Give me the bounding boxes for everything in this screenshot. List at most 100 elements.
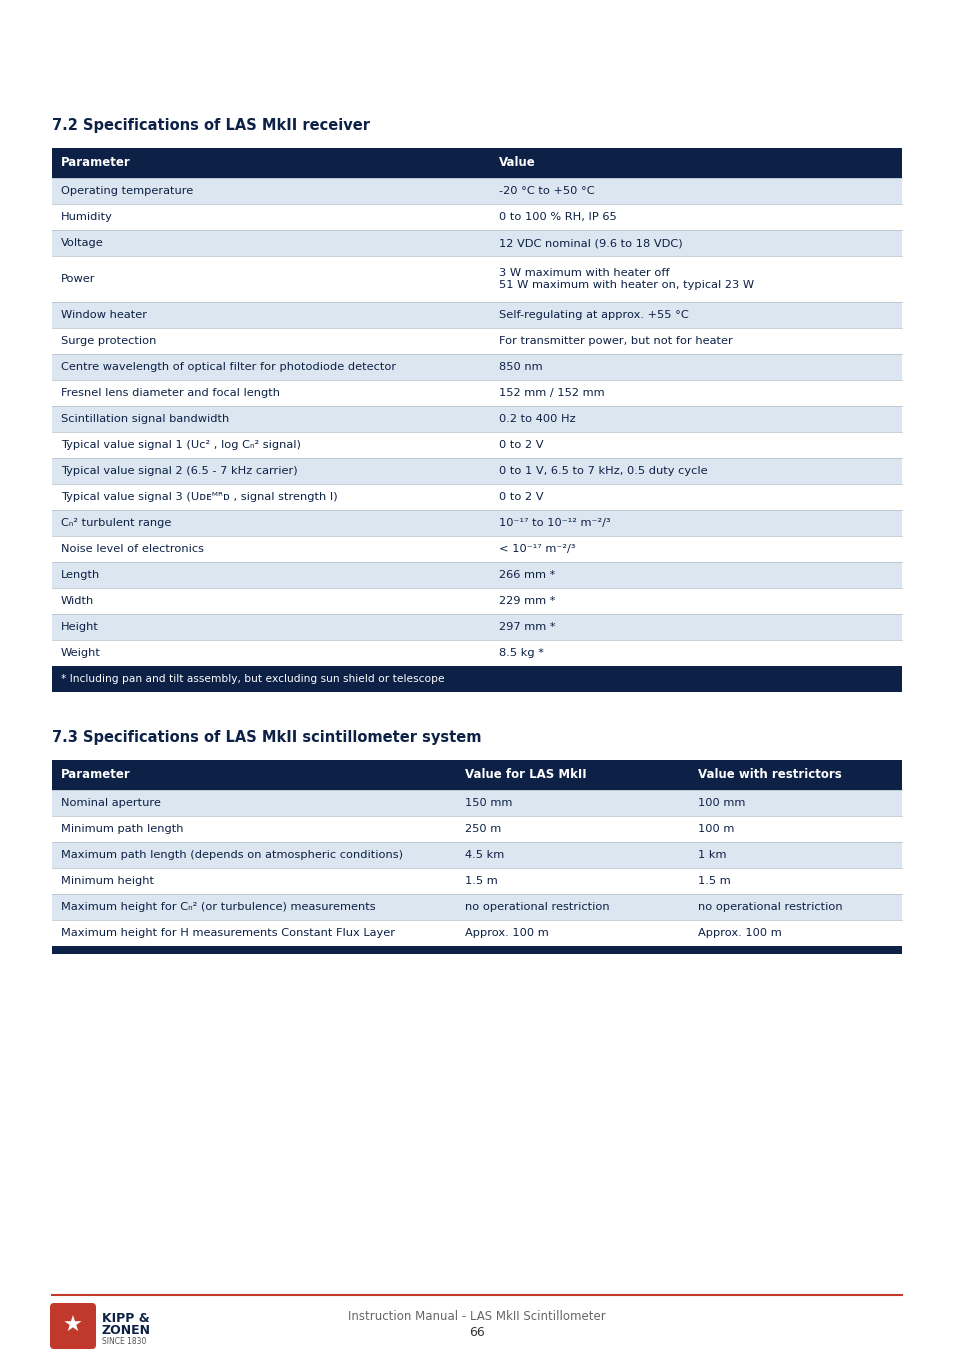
Text: 100 m: 100 m	[698, 824, 734, 834]
Text: Scintillation signal bandwidth: Scintillation signal bandwidth	[61, 414, 229, 424]
Text: Power: Power	[61, 274, 95, 284]
Text: Maximum height for H measurements Constant Flux Layer: Maximum height for H measurements Consta…	[61, 927, 395, 938]
Text: Window heater: Window heater	[61, 310, 147, 320]
Text: Parameter: Parameter	[61, 157, 131, 170]
Text: Nominal aperture: Nominal aperture	[61, 798, 161, 809]
Text: Value for LAS MkII: Value for LAS MkII	[464, 768, 586, 782]
Text: 152 mm / 152 mm: 152 mm / 152 mm	[498, 387, 604, 398]
Text: Typical value signal 1 (Uᴄ² , log Cₙ² signal): Typical value signal 1 (Uᴄ² , log Cₙ² si…	[61, 440, 300, 450]
Text: Typical value signal 2 (6.5 - 7 kHz carrier): Typical value signal 2 (6.5 - 7 kHz carr…	[61, 466, 297, 477]
Text: Fresnel lens diameter and focal length: Fresnel lens diameter and focal length	[61, 387, 280, 398]
FancyBboxPatch shape	[50, 1303, 96, 1349]
Bar	[52, 614, 901, 640]
Text: 1.5 m: 1.5 m	[464, 876, 497, 886]
Bar	[52, 458, 901, 485]
Bar	[52, 328, 901, 354]
Text: 266 mm *: 266 mm *	[498, 570, 555, 580]
Text: Minimum height: Minimum height	[61, 876, 153, 886]
Text: 8.5 kg *: 8.5 kg *	[498, 648, 543, 657]
Text: 1 km: 1 km	[698, 850, 726, 860]
Text: 229 mm *: 229 mm *	[498, 595, 555, 606]
Bar	[52, 302, 901, 328]
Bar	[52, 148, 901, 178]
Text: 850 nm: 850 nm	[498, 362, 542, 373]
Text: Approx. 100 m: Approx. 100 m	[464, 927, 548, 938]
Bar	[52, 256, 901, 302]
Bar	[52, 485, 901, 510]
Text: 51 W maximum with heater on, typical 23 W: 51 W maximum with heater on, typical 23 …	[498, 279, 753, 289]
FancyBboxPatch shape	[52, 760, 901, 954]
Text: 0 to 2 V: 0 to 2 V	[498, 440, 542, 450]
Text: Weight: Weight	[61, 648, 101, 657]
Text: Approx. 100 m: Approx. 100 m	[698, 927, 781, 938]
Text: Parameter: Parameter	[61, 768, 131, 782]
Text: < 10⁻¹⁷ m⁻²/³: < 10⁻¹⁷ m⁻²/³	[498, 544, 575, 554]
Text: 0 to 100 % RH, IP 65: 0 to 100 % RH, IP 65	[498, 212, 616, 221]
Text: no operational restriction: no operational restriction	[464, 902, 609, 913]
Bar	[52, 815, 901, 842]
Bar	[52, 354, 901, 379]
Bar	[52, 790, 901, 815]
Text: 7.3 Specifications of LAS MkII scintillometer system: 7.3 Specifications of LAS MkII scintillo…	[52, 730, 481, 745]
Bar	[52, 666, 901, 693]
Bar	[52, 536, 901, 562]
Bar	[52, 379, 901, 406]
Text: KIPP &: KIPP &	[102, 1311, 150, 1324]
Text: Length: Length	[61, 570, 100, 580]
Text: Centre wavelength of optical filter for photodiode detector: Centre wavelength of optical filter for …	[61, 362, 395, 373]
Text: Noise level of electronics: Noise level of electronics	[61, 544, 204, 554]
Bar	[52, 894, 901, 919]
Text: 250 m: 250 m	[464, 824, 500, 834]
Text: Minimum path length: Minimum path length	[61, 824, 183, 834]
Text: Operating temperature: Operating temperature	[61, 186, 193, 196]
Text: Cₙ² turbulent range: Cₙ² turbulent range	[61, 518, 172, 528]
Text: SINCE 1830: SINCE 1830	[102, 1338, 146, 1346]
Text: Maximum path length (depends on atmospheric conditions): Maximum path length (depends on atmosphe…	[61, 850, 402, 860]
Text: 0 to 1 V, 6.5 to 7 kHz, 0.5 duty cycle: 0 to 1 V, 6.5 to 7 kHz, 0.5 duty cycle	[498, 466, 706, 477]
Bar	[52, 510, 901, 536]
Bar	[52, 562, 901, 589]
Bar	[52, 640, 901, 666]
Text: 0.2 to 400 Hz: 0.2 to 400 Hz	[498, 414, 575, 424]
Text: 100 mm: 100 mm	[698, 798, 745, 809]
Text: ★: ★	[63, 1316, 83, 1336]
Text: Height: Height	[61, 622, 99, 632]
Text: Value: Value	[498, 157, 535, 170]
Text: Instruction Manual - LAS MkII Scintillometer: Instruction Manual - LAS MkII Scintillom…	[348, 1311, 605, 1323]
Text: For transmitter power, but not for heater: For transmitter power, but not for heate…	[498, 336, 732, 346]
Bar	[52, 760, 901, 790]
Text: * Including pan and tilt assembly, but excluding sun shield or telescope: * Including pan and tilt assembly, but e…	[61, 674, 444, 684]
Text: Voltage: Voltage	[61, 238, 104, 248]
Text: Maximum height for Cₙ² (or turbulence) measurements: Maximum height for Cₙ² (or turbulence) m…	[61, 902, 375, 913]
Text: Surge protection: Surge protection	[61, 336, 156, 346]
Text: 1.5 m: 1.5 m	[698, 876, 731, 886]
Text: Width: Width	[61, 595, 94, 606]
Text: Typical value signal 3 (Uᴅᴇᴹᴿᴅ , signal strength I): Typical value signal 3 (Uᴅᴇᴹᴿᴅ , signal …	[61, 491, 337, 502]
Bar	[52, 919, 901, 946]
Bar	[52, 432, 901, 458]
Bar	[52, 589, 901, 614]
Text: 297 mm *: 297 mm *	[498, 622, 555, 632]
Text: ZONEN: ZONEN	[102, 1324, 151, 1338]
Bar	[52, 204, 901, 230]
Text: 7.2 Specifications of LAS MkII receiver: 7.2 Specifications of LAS MkII receiver	[52, 117, 370, 134]
Bar	[52, 178, 901, 204]
Text: 66: 66	[469, 1327, 484, 1339]
Text: no operational restriction: no operational restriction	[698, 902, 842, 913]
Text: 150 mm: 150 mm	[464, 798, 512, 809]
Bar	[52, 946, 901, 954]
Bar	[52, 842, 901, 868]
Bar	[52, 230, 901, 256]
Bar	[52, 406, 901, 432]
Text: 0 to 2 V: 0 to 2 V	[498, 491, 542, 502]
Text: 3 W maximum with heater off: 3 W maximum with heater off	[498, 269, 669, 278]
Text: -20 °C to +50 °C: -20 °C to +50 °C	[498, 186, 594, 196]
Text: Value with restrictors: Value with restrictors	[698, 768, 841, 782]
Text: 4.5 km: 4.5 km	[464, 850, 503, 860]
Text: Humidity: Humidity	[61, 212, 112, 221]
Text: 10⁻¹⁷ to 10⁻¹² m⁻²/³: 10⁻¹⁷ to 10⁻¹² m⁻²/³	[498, 518, 610, 528]
Text: Self-regulating at approx. +55 °C: Self-regulating at approx. +55 °C	[498, 310, 688, 320]
Bar	[52, 868, 901, 894]
FancyBboxPatch shape	[52, 148, 901, 693]
Text: 12 VDC nominal (9.6 to 18 VDC): 12 VDC nominal (9.6 to 18 VDC)	[498, 238, 681, 248]
